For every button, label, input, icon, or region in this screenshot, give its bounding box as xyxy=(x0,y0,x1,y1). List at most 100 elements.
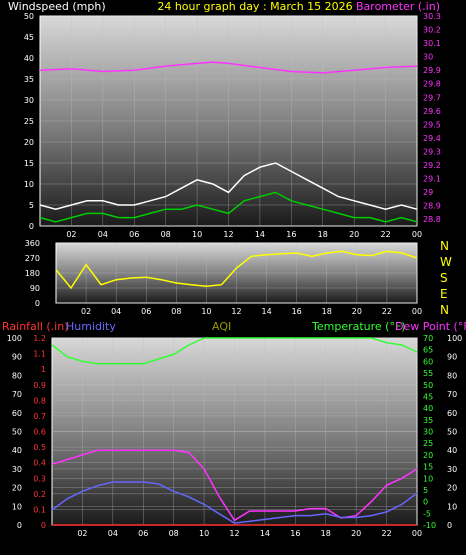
wind-x-tick-label: 22 xyxy=(380,230,390,239)
dew-axis-y-right-tick-label: 80 xyxy=(447,371,457,380)
baro-y-right-tick-label: 30.3 xyxy=(423,12,441,21)
dew-axis-y-right-tick-label: 0 xyxy=(447,521,452,530)
wind-x-tick-label: 20 xyxy=(349,230,359,239)
compass-n-top: N xyxy=(440,239,449,253)
dir-x-tick-label: 22 xyxy=(382,307,392,316)
legend-temperature: Temperature (°F) xyxy=(311,320,406,333)
temp-x-tick-label: 20 xyxy=(351,529,361,538)
baro-y-right-tick-label: 29.1 xyxy=(423,175,441,184)
temp-axis-y-right-tick-label: 25 xyxy=(423,439,433,448)
temp-x-tick-label: 16 xyxy=(290,529,300,538)
rain-y-tick-label: 0 xyxy=(41,521,46,530)
wind-y-tick-label: 5 xyxy=(29,201,34,210)
rain-y-tick-label: 0.7 xyxy=(33,412,46,421)
legend-humidity: Humidity xyxy=(66,320,116,333)
temp-axis-y-right-tick-label: 0 xyxy=(423,498,428,507)
humidity-y-tick-label: 40 xyxy=(12,446,22,455)
humidity-y-tick-label: 50 xyxy=(12,428,22,437)
humidity-y-tick-label: 10 xyxy=(12,502,22,511)
dew-axis-y-right-tick-label: 70 xyxy=(447,390,457,399)
wind-y-tick-label: 45 xyxy=(24,33,34,42)
series-humidity xyxy=(51,481,418,524)
legend-aqi: AQI xyxy=(212,320,231,333)
rain-y-tick-label: 0.4 xyxy=(33,459,46,468)
wind-panel: 02 04 06 08 10 12 14 16 18 20 22 000510152025303540… xyxy=(24,12,441,239)
baro-y-right-tick-label: 29.7 xyxy=(423,93,441,102)
rain-y-tick-label: 0.6 xyxy=(33,428,46,437)
series-wind-average xyxy=(39,191,418,223)
wind-y-tick-label: 20 xyxy=(24,138,34,147)
dew-axis-y-right-tick-label: 50 xyxy=(447,428,457,437)
dir-x-tick-label: 08 xyxy=(171,307,181,316)
baro-y-right-tick-label: 30.2 xyxy=(423,26,441,35)
dir-y-tick-label: 0 xyxy=(35,299,40,308)
temp-x-tick-label: 18 xyxy=(321,529,331,538)
wind-x-tick-label: 12 xyxy=(223,230,233,239)
baro-y-right-tick-label: 29.2 xyxy=(423,161,441,170)
wind-y-tick-label: 40 xyxy=(24,54,34,63)
temp-axis-y-right-tick-label: -10 xyxy=(423,521,436,530)
temp-axis-y-right-tick-label: 5 xyxy=(423,486,428,495)
baro-y-right-tick-label: 29.8 xyxy=(423,80,441,89)
wind-y-tick-label: 10 xyxy=(24,180,34,189)
temp-axis-y-right-tick-label: 30 xyxy=(423,428,433,437)
humidity-y-tick-label: 60 xyxy=(12,409,22,418)
wind-x-tick-label: 02 xyxy=(66,230,76,239)
wind-x-tick-label: 14 xyxy=(255,230,265,239)
baro-y-right-tick-label: 29.6 xyxy=(423,107,441,116)
wind-x-tick-label: 00 xyxy=(412,230,422,239)
humidity-y-tick-label: 90 xyxy=(12,353,22,362)
legend-rainfall: Rainfall (.in) xyxy=(2,320,69,333)
dir-x-tick-label: 18 xyxy=(322,307,332,316)
temp-axis-y-right-tick-label: 35 xyxy=(423,416,433,425)
dir-x-tick-label: 06 xyxy=(141,307,151,316)
temp-x-tick-label: 04 xyxy=(108,529,118,538)
dir-x-tick-label: 04 xyxy=(111,307,121,316)
temp-x-tick-label: 14 xyxy=(260,529,270,538)
temp-x-tick-label: 02 xyxy=(77,529,87,538)
wind-y-tick-label: 30 xyxy=(24,96,34,105)
humidity-y-tick-label: 70 xyxy=(12,390,22,399)
baro-y-right-tick-label: 28.9 xyxy=(423,202,441,211)
rain-y-tick-label: 0.9 xyxy=(33,381,46,390)
rain-y-tick-label: 1.1 xyxy=(33,350,46,359)
wind-y-tick-label: 35 xyxy=(24,75,34,84)
rain-y-tick-label: 0.8 xyxy=(33,396,46,405)
rain-y-tick-label: 0.5 xyxy=(33,443,46,452)
baro-y-right-tick-label: 29.3 xyxy=(423,147,441,156)
temp-axis-y-right-tick-label: 40 xyxy=(423,404,433,413)
humidity-y-tick-label: 80 xyxy=(12,371,22,380)
dew-axis-y-right-tick-label: 100 xyxy=(447,334,462,343)
wind-y-tick-label: 0 xyxy=(29,222,34,231)
temp-axis-y-right-tick-label: 45 xyxy=(423,392,433,401)
wind-y-tick-label: 15 xyxy=(24,159,34,168)
baro-y-right-tick-label: 30.1 xyxy=(423,39,441,48)
baro-y-right-tick-label: 29 xyxy=(423,188,433,197)
windspeed-axis-title: Windspeed (mph) xyxy=(8,0,106,13)
compass-n-bottom: N xyxy=(440,303,449,317)
temp-x-tick-label: 00 xyxy=(412,529,422,538)
rain-y-tick-label: 1 xyxy=(41,365,46,374)
series-dew-point xyxy=(51,449,418,522)
wind-x-tick-label: 04 xyxy=(98,230,108,239)
series-wind-gust xyxy=(39,162,418,210)
dir-x-tick-label: 12 xyxy=(231,307,241,316)
dew-axis-y-right-tick-label: 60 xyxy=(447,409,457,418)
wind-x-tick-label: 08 xyxy=(161,230,171,239)
compass-w: W xyxy=(440,255,452,269)
temp-axis-y-right-tick-label: 55 xyxy=(423,369,433,378)
dir-x-tick-label: 16 xyxy=(292,307,302,316)
compass-s: S xyxy=(440,271,448,285)
dir-x-tick-label: 14 xyxy=(261,307,271,316)
rain-y-tick-label: 0.3 xyxy=(33,474,46,483)
dir-y-tick-label: 360 xyxy=(25,239,40,248)
series-wind-direction xyxy=(55,250,418,290)
temp-axis-y-right-tick-label: 10 xyxy=(423,474,433,483)
temp-axis-y-right-tick-label: 20 xyxy=(423,451,433,460)
legend-dewpoint: Dew Point (°F) xyxy=(395,320,466,333)
dew-axis-y-right-tick-label: 40 xyxy=(447,446,457,455)
humidity-y-tick-label: 30 xyxy=(12,465,22,474)
baro-y-right-tick-label: 29.5 xyxy=(423,120,441,129)
wind-x-tick-label: 10 xyxy=(192,230,202,239)
